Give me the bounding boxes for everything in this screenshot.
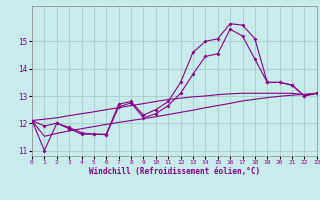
X-axis label: Windchill (Refroidissement éolien,°C): Windchill (Refroidissement éolien,°C): [89, 167, 260, 176]
